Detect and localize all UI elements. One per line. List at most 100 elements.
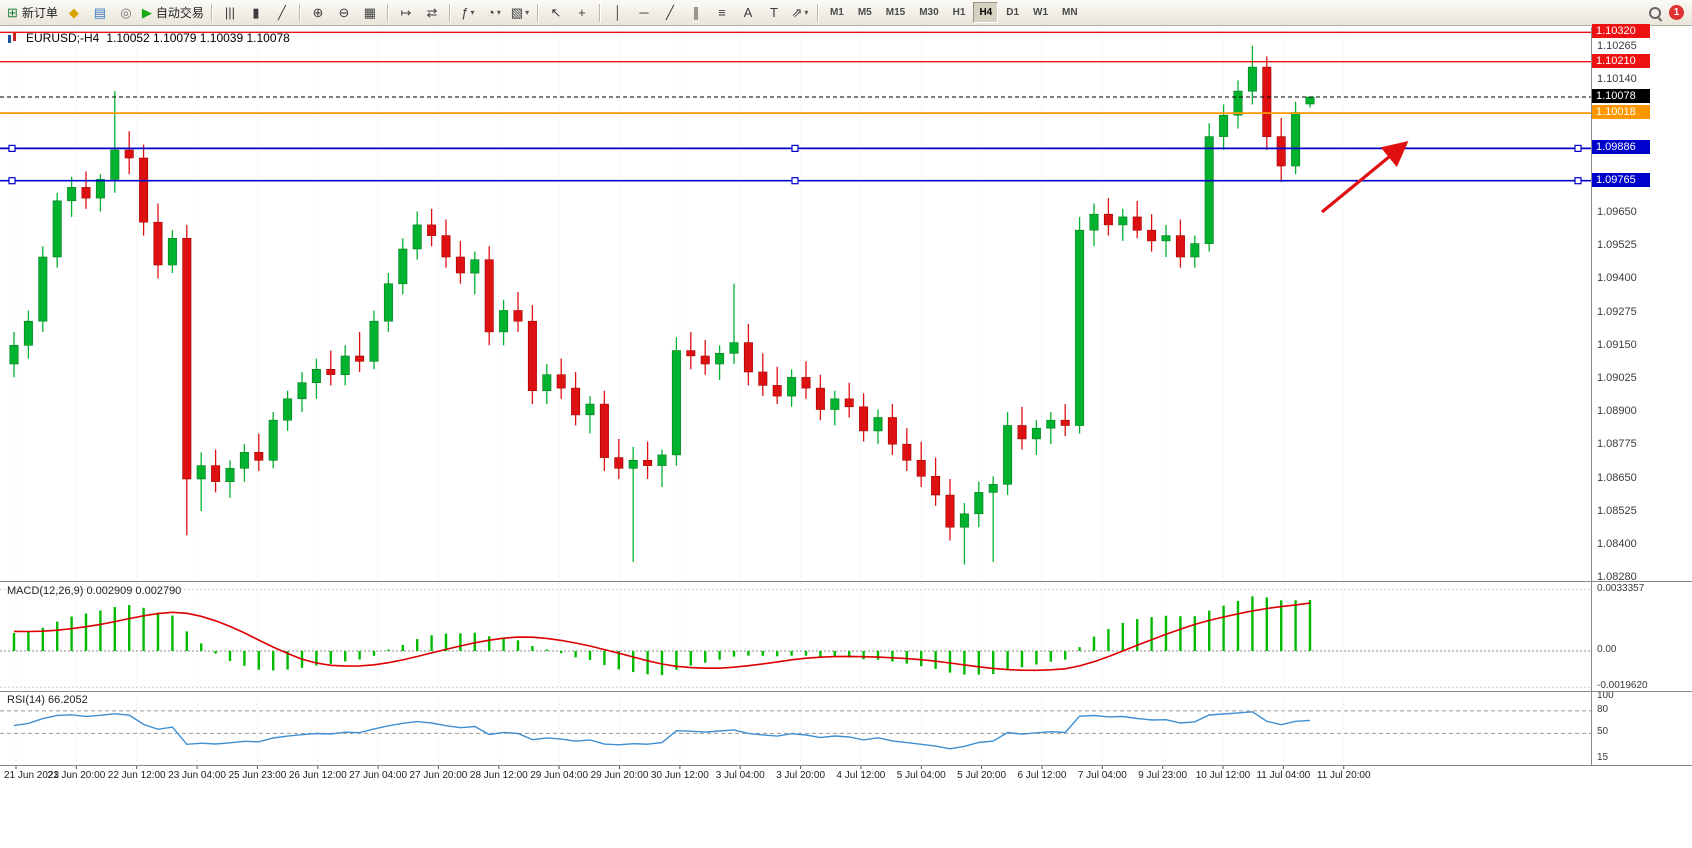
dropdown-caret-icon[interactable]: ▾ (470, 8, 475, 17)
arrows-icon[interactable]: ⇗ ▾ (787, 3, 813, 23)
notification-badge[interactable]: 1 (1669, 5, 1684, 20)
time-axis-label: 3 Jul 04:00 (715, 770, 765, 781)
horizontal-line-objects[interactable] (0, 31, 1591, 185)
macd-scale-label: 0.0033357 (1597, 583, 1645, 594)
time-axis-label: 22 Jun 12:00 (107, 770, 166, 781)
horizontal-line-icon: ─ (639, 5, 649, 20)
toolbar-separator (536, 3, 539, 22)
cursor-icon[interactable]: ↖ (543, 3, 569, 23)
dropdown-caret-icon[interactable]: ▾ (804, 8, 809, 17)
text-icon: A (743, 5, 753, 20)
time-axis-label: 7 Jul 04:00 (1077, 770, 1127, 781)
rsi-panel[interactable] (0, 691, 1692, 765)
market-watch-icon: ◆ (68, 4, 79, 20)
timeframe-m15-button[interactable]: M15 (885, 7, 906, 18)
price-axis-tick: 1.08650 (1597, 471, 1637, 484)
price-axis-tick: 1.09400 (1597, 272, 1637, 285)
price-axis-tick: 1.09525 (1597, 239, 1637, 252)
new-order-button[interactable]: ⊞ 新订单 (4, 3, 61, 23)
navigator-icon[interactable]: ◎ (113, 3, 139, 23)
timeframe-mn-button[interactable]: MN (1062, 7, 1078, 18)
new-order-button-label: 新订单 (21, 6, 58, 20)
zoom-out-icon[interactable]: ⊖ (331, 3, 357, 23)
macd-panel[interactable] (0, 581, 1692, 691)
price-line-label: 1.09765 (1592, 173, 1650, 187)
price-axis-tick: 1.09275 (1597, 305, 1637, 318)
market-watch-icon[interactable]: ◆ (61, 3, 87, 23)
indicators-icon[interactable]: ƒ ▾ (455, 3, 481, 23)
tile-windows-icon[interactable]: ▦ (357, 3, 383, 23)
timeframe-d1-button[interactable]: D1 (1006, 7, 1020, 18)
line-selection-handle (1574, 177, 1582, 185)
price-axis-tick: 1.09025 (1597, 372, 1637, 384)
chart-shift-icon: ⇄ (426, 4, 438, 20)
line-selection-handle (791, 177, 799, 185)
data-window-icon: ▤ (93, 4, 107, 20)
templates-icon[interactable]: ▧ ▾ (507, 3, 533, 23)
panel-separator[interactable] (0, 691, 1692, 692)
navigator-icon: ◎ (120, 4, 132, 20)
horizontal-line-icon[interactable]: ─ (631, 3, 657, 23)
auto-trading-icon: ▶ (141, 4, 152, 20)
fibonacci-icon[interactable]: ≡ (709, 3, 735, 23)
price-axis-tick: 1.08400 (1597, 538, 1637, 550)
time-axis-label: 27 Jun 20:00 (409, 770, 468, 781)
price-axis-tick: 1.10265 (1597, 40, 1637, 52)
auto-trading-button-label: 自动交易 (155, 6, 204, 20)
line-chart-icon[interactable]: ╱ (269, 3, 295, 23)
zoom-in-icon[interactable]: ⊕ (305, 3, 331, 23)
trendline-icon[interactable]: ╱ (657, 3, 683, 23)
channel-icon[interactable]: ∥ (683, 3, 709, 23)
price-axis-tick: 1.08280 (1597, 571, 1637, 584)
timeframe-m1-button[interactable]: M1 (829, 7, 844, 18)
label-icon[interactable]: T (761, 3, 787, 23)
periods-icon: ◔ (487, 5, 495, 20)
search-icon[interactable] (1649, 6, 1661, 19)
crosshair-icon[interactable]: + (569, 3, 595, 23)
auto-scroll-icon[interactable]: ↦ (393, 3, 419, 23)
bar-chart-icon[interactable]: ||| (217, 3, 243, 23)
rsi-scale-label: 15 (1597, 752, 1609, 763)
toolbar-buttons: ⊞ 新订单 ◆ ▤ ◎ ▶ 自动交易 ||| ▮ ╱ ⊕ ⊖ ▦ ↦ ⇄ ƒ ▾ ◔ ▾ ▧ ▾ ↖ + │ ─ ╱ ∥ ≡ A T ⇗ ▾ (4, 3, 823, 23)
timeframe-m30-button[interactable]: M30 (919, 7, 939, 18)
time-axis-label: 9 Jul 23:00 (1138, 770, 1188, 781)
main-price-chart[interactable] (0, 27, 1692, 581)
macd-signal-line (13, 602, 1311, 672)
time-axis-label: 10 Jul 12:00 (1195, 770, 1251, 781)
templates-icon: ▧ (510, 4, 524, 20)
time-axis-label: 21 Jun 20:00 (47, 770, 106, 781)
timeframe-h1-button[interactable]: H1 (952, 7, 966, 18)
chart-header: EURUSD;-H4 1.10052 1.10079 1.10039 1.100… (7, 31, 290, 45)
time-axis-label: 27 Jun 04:00 (349, 770, 408, 781)
data-window-icon[interactable]: ▤ (87, 3, 113, 23)
price-axis-tick: 1.08900 (1597, 405, 1637, 418)
candles (9, 45, 1315, 565)
candlestick-icon[interactable]: ▮ (243, 3, 269, 23)
price-scale-separator[interactable] (1591, 27, 1592, 765)
macd-histogram (12, 596, 1312, 676)
timeframe-w1-button[interactable]: W1 (1033, 7, 1049, 18)
time-axis-label: 30 Jun 12:00 (650, 770, 709, 781)
dropdown-caret-icon[interactable]: ▾ (525, 8, 530, 17)
timeframe-h4-button[interactable]: H4 (973, 2, 999, 23)
rsi-indicator-value: 66.2052 (47, 694, 88, 706)
toolbar-separator (210, 3, 213, 22)
text-icon[interactable]: A (735, 3, 761, 23)
chart-shift-icon[interactable]: ⇄ (419, 3, 445, 23)
auto-trading-button[interactable]: ▶ 自动交易 (139, 3, 207, 23)
time-axis-label: 23 Jun 04:00 (168, 770, 226, 781)
indicators-icon: ƒ (461, 5, 469, 20)
macd-indicator-label: MACD(12,26,9) (7, 585, 84, 597)
rsi-scale-label: 100 (1597, 690, 1614, 701)
trend-arrow-annotation[interactable] (1320, 140, 1409, 214)
vertical-line-icon[interactable]: │ (605, 3, 631, 23)
channel-icon: ∥ (692, 4, 700, 20)
periods-icon[interactable]: ◔ ▾ (481, 3, 507, 23)
zoom-out-icon: ⊖ (338, 4, 350, 20)
dropdown-caret-icon[interactable]: ▾ (496, 8, 501, 17)
panel-separator[interactable] (0, 581, 1692, 582)
timeframe-m5-button[interactable]: M5 (857, 7, 872, 18)
price-axis-tick: 1.10140 (1597, 73, 1637, 86)
panel-separator (0, 765, 1692, 766)
line-selection-handle (8, 177, 16, 185)
